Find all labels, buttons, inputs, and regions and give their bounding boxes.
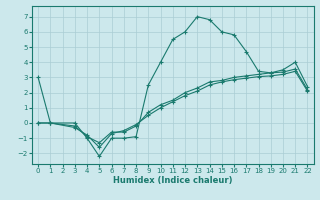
X-axis label: Humidex (Indice chaleur): Humidex (Indice chaleur) <box>113 176 233 185</box>
